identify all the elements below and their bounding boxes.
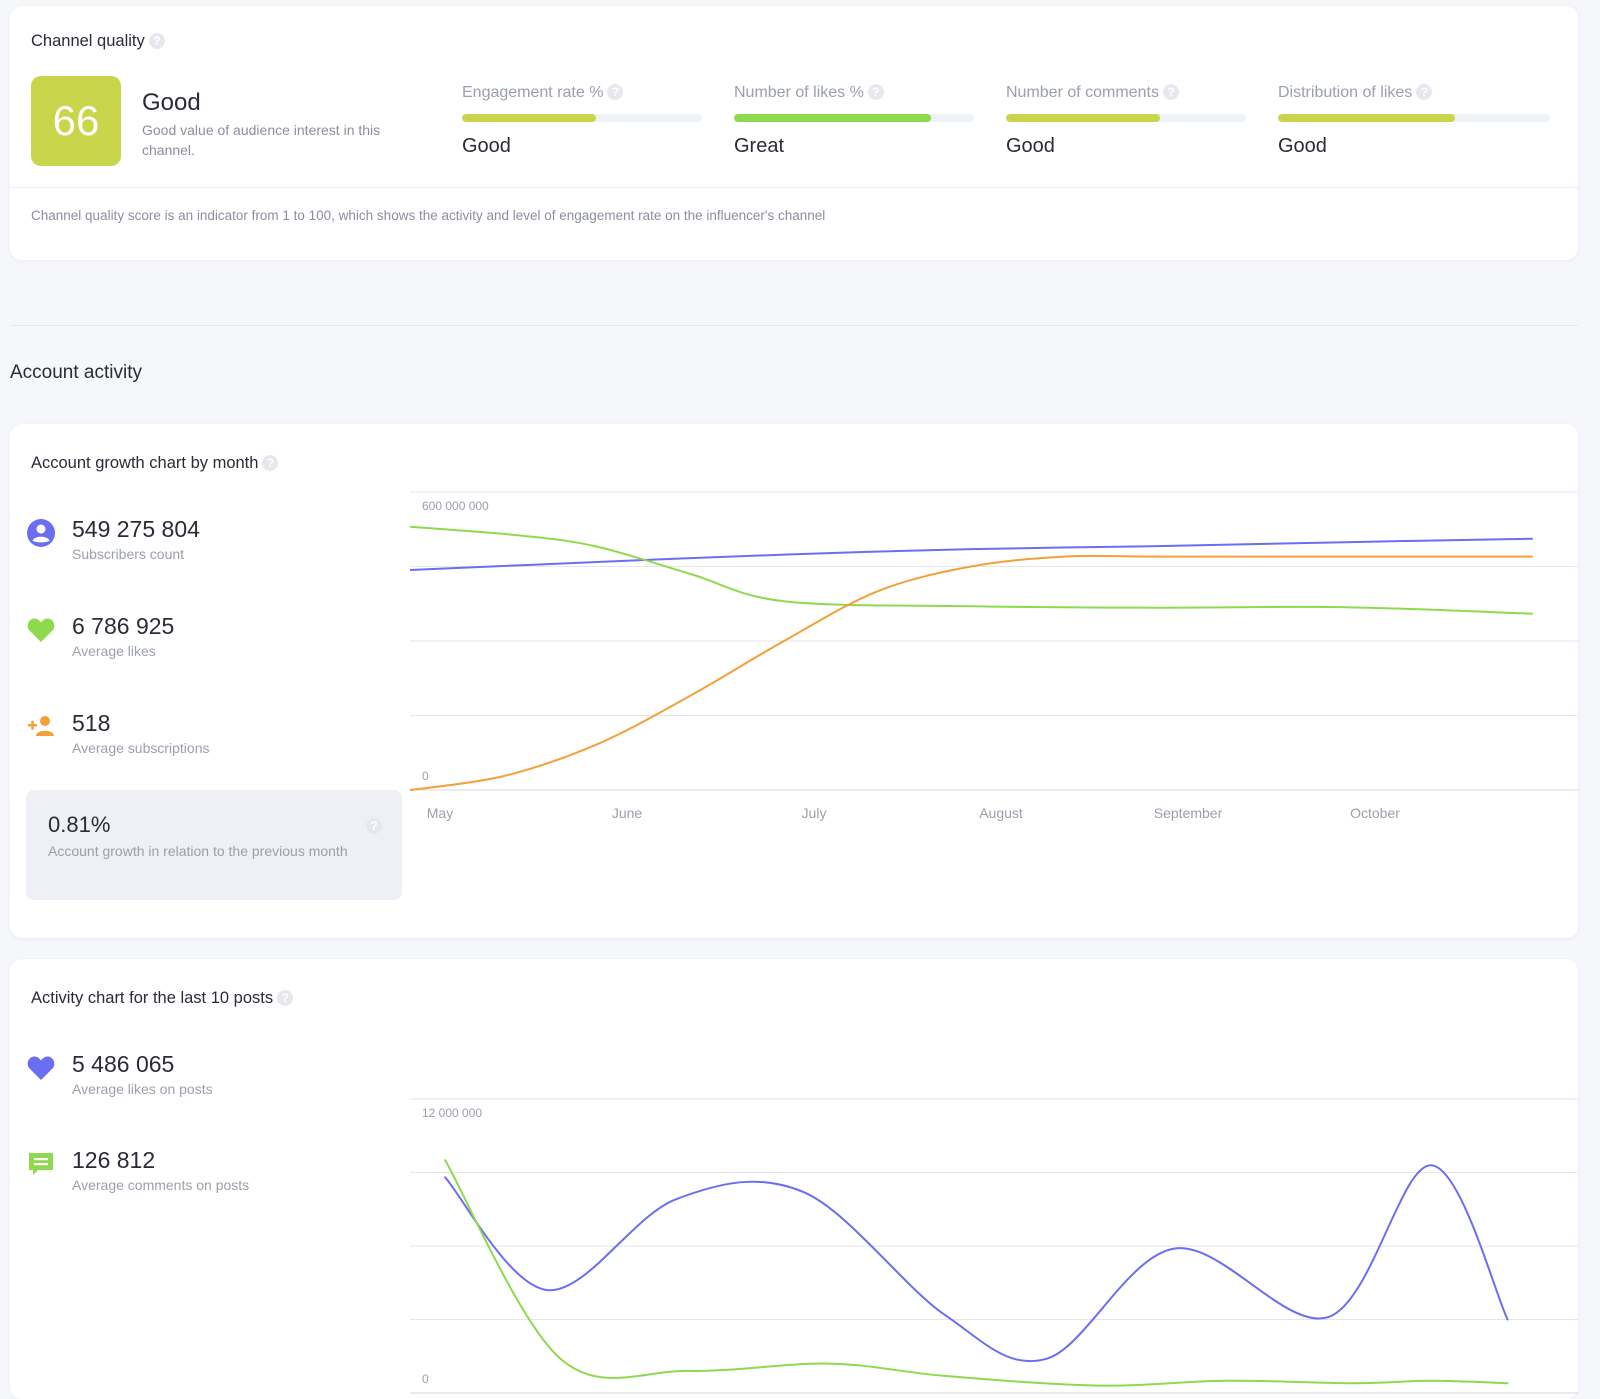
x-tick-label: June [612,805,643,821]
account-growth-title: Account growth chart by month? [31,454,279,473]
add-person-icon [28,716,54,736]
metric-bar-fill [1006,114,1160,122]
account-growth-summary: 0.81% Account growth in relation to the … [26,790,402,900]
quality-score-badge: 66 [31,76,121,166]
channel-quality-footnote: Channel quality score is an indicator fr… [31,208,826,223]
y-tick-label: 0 [422,1372,429,1386]
help-icon[interactable]: ? [262,455,279,471]
card-divider [10,187,1578,188]
account-growth-label: Account growth in relation to the previo… [48,843,348,859]
channel-quality-title: Channel quality? [31,32,165,51]
posts-activity-title: Activity chart for the last 10 posts? [31,989,294,1008]
x-tick-label: October [1350,805,1400,821]
y-tick-label: 0 [422,769,429,783]
account-growth-title-text: Account growth chart by month [31,454,259,472]
metric-distribution-of-likes: Distribution of likes? Good [1278,84,1550,158]
metric-number-of-comments: Number of comments? Good [1006,84,1246,158]
metric-bar [1006,114,1246,122]
metric-name-text: Number of likes % [734,84,864,101]
posts-activity-chart: 012 000 00026.09.202206.10.202209.10.202… [410,1098,1578,1394]
metric-name: Number of comments? [1006,84,1246,102]
y-tick-label: 12 000 000 [422,1106,482,1120]
help-icon[interactable]: ? [148,33,165,49]
user-icon [27,519,55,547]
help-icon[interactable]: ? [366,818,382,834]
section-divider [10,325,1578,326]
metric-name-text: Engagement rate % [462,84,604,101]
average-likes-on-posts-value: 5 486 065 [72,1051,175,1077]
average-subscriptions-value: 518 [72,710,111,736]
series-line-1 [410,537,1533,571]
subscribers-count-label: Subscribers count [72,546,185,562]
series-line-3 [410,554,1533,791]
average-likes-value: 6 786 925 [72,613,175,639]
x-tick-label: May [427,805,453,821]
average-comments-on-posts-label: Average comments on posts [72,1177,250,1193]
average-comments-on-posts-value: 126 812 [72,1147,156,1173]
help-icon[interactable]: ? [607,84,624,100]
x-tick-label: September [1154,805,1223,821]
subscribers-count-value: 549 275 804 [72,516,200,542]
metric-bar [734,114,974,122]
help-icon[interactable]: ? [867,84,884,100]
average-likes-on-posts-label: Average likes on posts [72,1081,213,1097]
help-icon[interactable]: ? [1162,84,1179,100]
comment-icon [29,1153,53,1175]
metric-engagement-rate: Engagement rate %? Good [462,84,702,158]
x-tick-label: August [979,805,1023,821]
metric-grade: Great [734,135,785,157]
account-growth-card: Account growth chart by month? 549 275 8… [10,424,1578,938]
metric-bar [1278,114,1550,122]
metric-bar-fill [462,114,597,122]
heart-icon [27,618,55,642]
help-icon[interactable]: ? [277,990,294,1006]
series-line-2 [444,1159,1509,1387]
account-activity-heading: Account activity [10,362,142,383]
posts-activity-title-text: Activity chart for the last 10 posts [31,989,274,1007]
quality-score-description: Good value of audience interest in this … [142,122,381,158]
metric-grade: Good [1278,135,1327,157]
channel-quality-card: Channel quality? 66 Good Good value of a… [10,6,1578,260]
average-likes-label: Average likes [72,643,156,659]
posts-activity-card: Activity chart for the last 10 posts? 5 … [10,959,1578,1399]
metric-number-of-likes: Number of likes %? Great [734,84,974,158]
channel-quality-title-text: Channel quality [31,32,145,50]
y-tick-label: 600 000 000 [422,499,489,513]
help-icon[interactable]: ? [1416,84,1433,100]
average-subscriptions-label: Average subscriptions [72,740,210,756]
account-growth-chart: 0 600 000 000 May June July August September Oc… [410,491,1578,821]
series-line-1 [444,1164,1509,1363]
account-growth-value: 0.81% [48,812,111,837]
metric-bar-fill [734,114,931,122]
series-line-2 [410,525,1533,615]
metric-bar [462,114,702,122]
metric-name-text: Number of comments [1006,84,1159,101]
metric-bar-fill [1278,114,1455,122]
metric-name: Engagement rate %? [462,84,702,102]
metric-grade: Good [1006,135,1055,157]
metric-name-text: Distribution of likes [1278,84,1413,101]
metric-name: Distribution of likes? [1278,84,1550,102]
metric-name: Number of likes %? [734,84,974,102]
metric-grade: Good [462,135,511,157]
quality-score-label: Good [142,89,201,116]
heart-icon [27,1056,55,1080]
x-tick-label: July [802,805,827,821]
